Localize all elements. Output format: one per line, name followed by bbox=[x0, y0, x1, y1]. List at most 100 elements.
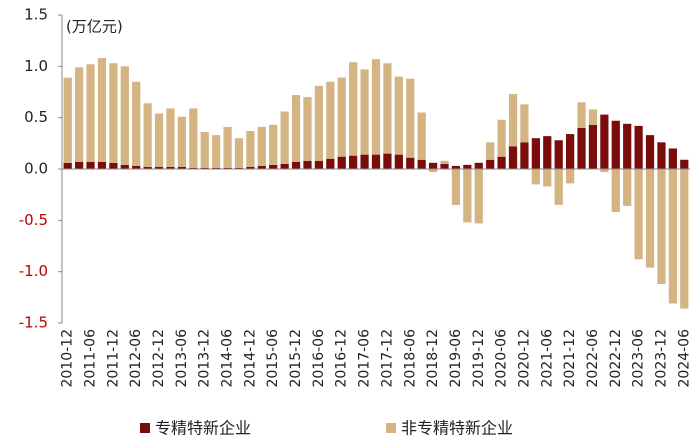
x-tick-label: 2013-12 bbox=[197, 329, 213, 388]
bar bbox=[97, 161, 107, 169]
x-tick-label: 2014-06 bbox=[220, 329, 236, 388]
x-tick-label: 2022-12 bbox=[608, 329, 624, 388]
bar bbox=[634, 125, 643, 169]
bar bbox=[303, 160, 312, 169]
bar bbox=[565, 134, 575, 169]
bar bbox=[75, 161, 84, 169]
bar bbox=[314, 85, 324, 161]
x-tick-label: 2023-12 bbox=[653, 329, 669, 388]
y-tick-label: -1.5 bbox=[19, 314, 48, 332]
x-tick-label: 2015-06 bbox=[265, 329, 281, 388]
bar bbox=[406, 78, 415, 158]
bar bbox=[257, 126, 266, 166]
bar bbox=[143, 166, 152, 169]
bar bbox=[486, 159, 495, 169]
bar bbox=[554, 140, 563, 169]
bar bbox=[383, 63, 392, 154]
bar bbox=[383, 153, 392, 169]
bar bbox=[451, 169, 461, 205]
x-tick-label: 2011-06 bbox=[83, 329, 99, 388]
bar bbox=[577, 102, 586, 128]
x-tick-label: 2016-06 bbox=[311, 329, 327, 388]
bar bbox=[349, 155, 358, 169]
bar bbox=[657, 142, 666, 169]
bar bbox=[166, 108, 175, 167]
bar bbox=[177, 166, 187, 169]
bar bbox=[497, 156, 506, 169]
bar bbox=[645, 169, 655, 268]
bar bbox=[143, 103, 152, 167]
x-tick-label: 2019-06 bbox=[448, 329, 464, 388]
bar bbox=[314, 160, 324, 169]
x-tick-label: 2020-12 bbox=[516, 329, 532, 388]
bar bbox=[371, 59, 381, 155]
bar bbox=[223, 126, 232, 168]
bar bbox=[543, 136, 552, 169]
bar bbox=[463, 169, 472, 223]
y-tick-label: -0.5 bbox=[19, 211, 48, 229]
x-tick-label: 2018-06 bbox=[402, 329, 418, 388]
bar bbox=[212, 135, 221, 168]
bar bbox=[680, 159, 689, 169]
y-tick-label: -1.0 bbox=[19, 262, 48, 280]
bar bbox=[120, 164, 129, 169]
bar bbox=[97, 58, 107, 162]
bar bbox=[611, 120, 620, 169]
legend-swatch bbox=[386, 423, 396, 433]
bar bbox=[497, 119, 506, 157]
x-tick-label: 2020-06 bbox=[494, 329, 510, 388]
bar bbox=[154, 166, 164, 169]
y-tick-label: 1.5 bbox=[24, 6, 48, 24]
bar bbox=[406, 157, 415, 169]
bar bbox=[63, 77, 72, 163]
x-tick-label: 2022-06 bbox=[585, 329, 601, 388]
bar bbox=[520, 142, 529, 169]
x-tick-label: 2017-06 bbox=[357, 329, 373, 388]
bar bbox=[360, 154, 369, 169]
bar bbox=[645, 135, 655, 169]
bar bbox=[600, 169, 609, 173]
bar bbox=[451, 165, 461, 169]
bar bbox=[657, 169, 666, 284]
x-tick-label: 2021-06 bbox=[539, 329, 555, 388]
bar bbox=[474, 162, 483, 169]
bar bbox=[257, 165, 266, 169]
bar bbox=[280, 111, 289, 164]
bar bbox=[177, 116, 187, 167]
legend-swatch bbox=[140, 423, 150, 433]
bar bbox=[600, 114, 609, 169]
bar bbox=[280, 163, 289, 169]
bar bbox=[565, 169, 575, 184]
unit-annotation: (万亿元) bbox=[66, 18, 123, 36]
bar bbox=[508, 146, 518, 169]
x-tick-label: 2012-06 bbox=[128, 329, 144, 388]
bar bbox=[75, 67, 84, 162]
bar bbox=[634, 169, 643, 260]
bar bbox=[246, 166, 255, 169]
bar bbox=[200, 167, 209, 169]
y-tick-label: 1.0 bbox=[24, 57, 48, 75]
x-tick-label: 2010-12 bbox=[60, 329, 76, 388]
bar bbox=[440, 163, 449, 169]
bar bbox=[291, 95, 301, 162]
bar bbox=[189, 108, 198, 168]
bar bbox=[623, 169, 632, 206]
bar bbox=[63, 162, 72, 169]
bar bbox=[394, 76, 403, 155]
bar bbox=[668, 148, 677, 169]
bar bbox=[337, 77, 346, 157]
bar bbox=[200, 132, 209, 168]
bar bbox=[109, 162, 118, 169]
bar bbox=[543, 169, 552, 187]
y-tick-label: 0.5 bbox=[24, 108, 48, 126]
bar bbox=[349, 62, 358, 156]
x-tick-label: 2021-12 bbox=[562, 329, 578, 388]
bar bbox=[109, 63, 118, 163]
x-tick-label: 2012-12 bbox=[151, 329, 167, 388]
bar bbox=[611, 169, 620, 213]
legend-label: 非专精特新企业 bbox=[401, 419, 513, 438]
bar bbox=[212, 167, 221, 169]
bar bbox=[417, 159, 426, 169]
bar bbox=[486, 142, 495, 160]
